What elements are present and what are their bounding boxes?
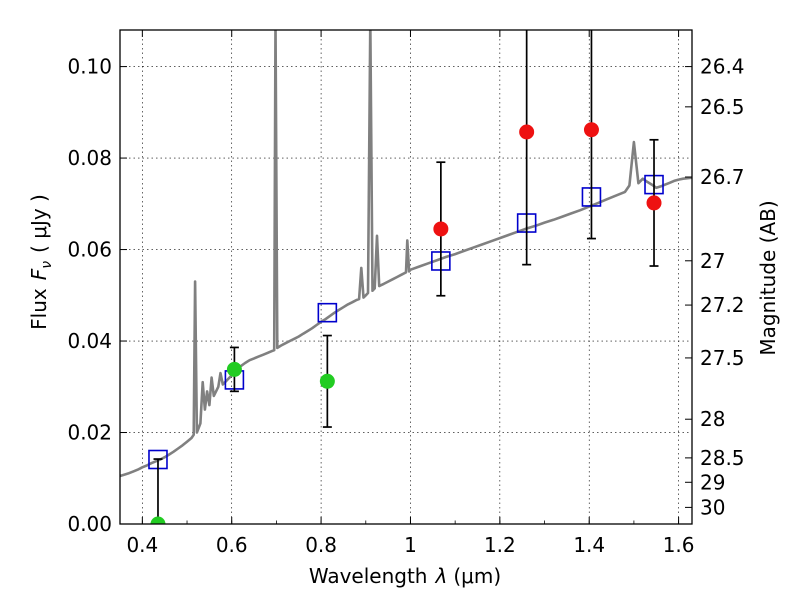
model-spectrum-line bbox=[120, 30, 692, 478]
green-data-point bbox=[226, 361, 242, 377]
mag-tick-label: 29 bbox=[700, 470, 725, 494]
mag-tick-label: 27.5 bbox=[700, 346, 745, 370]
red-data-point bbox=[519, 124, 535, 140]
y-tick-label: 0.00 bbox=[67, 512, 112, 536]
plot-area bbox=[120, 30, 692, 524]
mag-tick-label: 26.5 bbox=[700, 95, 745, 119]
x-axis-title: Wavelength λ (μm) bbox=[309, 564, 501, 588]
mag-tick-label: 28 bbox=[700, 407, 725, 431]
y-tick-label: 0.06 bbox=[67, 238, 112, 262]
mag-tick-label: 26.7 bbox=[700, 165, 745, 189]
y-tick-label: 0.10 bbox=[67, 55, 112, 79]
red-data-point bbox=[433, 221, 449, 237]
y-tick-label: 0.02 bbox=[67, 421, 112, 445]
green-data-point bbox=[150, 516, 166, 524]
x-tick-label: 0.4 bbox=[126, 533, 158, 557]
mag-tick-label: 27 bbox=[700, 249, 725, 273]
red-data-point bbox=[583, 122, 599, 138]
plot-frame bbox=[119, 29, 693, 525]
axis-ticks: 0.4 0.6 0.8 1 1.2 1.4 1.6 0.00 0.02 0.04 0.06 0.08 0… bbox=[67, 30, 745, 557]
red-data-point bbox=[646, 195, 662, 211]
mag-tick-label: 28.5 bbox=[700, 446, 745, 470]
x-tick-label: 0.6 bbox=[216, 533, 248, 557]
y-tick-label: 0.08 bbox=[67, 146, 112, 170]
x-tick-label: 1 bbox=[404, 533, 417, 557]
y-axis-title: FluxFν( μJy ) bbox=[27, 194, 55, 330]
x-tick-label: 1.2 bbox=[484, 533, 516, 557]
y2-axis-title: Magnitude (AB) bbox=[756, 200, 780, 355]
y-tick-label: 0.04 bbox=[67, 329, 112, 353]
x-tick-label: 1.6 bbox=[663, 533, 695, 557]
mag-tick-label: 26.4 bbox=[700, 55, 745, 79]
x-tick-label: 0.8 bbox=[305, 533, 337, 557]
x-tick-label: 1.4 bbox=[573, 533, 605, 557]
model-bandpass-square bbox=[317, 302, 338, 323]
mag-tick-label: 30 bbox=[700, 495, 725, 519]
mag-tick-label: 27.2 bbox=[700, 293, 745, 317]
grid-lines bbox=[120, 30, 692, 525]
green-data-point bbox=[319, 373, 335, 389]
